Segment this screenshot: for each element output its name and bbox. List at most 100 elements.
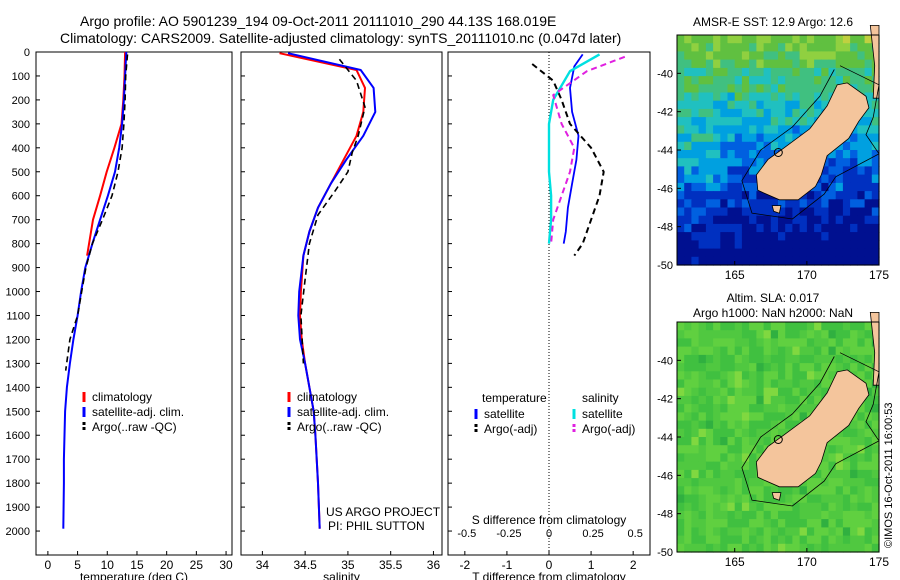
map-cell	[727, 76, 736, 85]
map-cell	[734, 469, 743, 479]
map-cell	[871, 191, 880, 200]
x-tick-label-top: 0.5	[628, 528, 643, 540]
map-cell	[835, 354, 844, 364]
map-cell	[749, 67, 757, 77]
map-cell	[763, 420, 772, 430]
legend-label: satellite-adj. clim.	[297, 405, 389, 419]
map-cell	[835, 67, 844, 77]
map-cell	[835, 461, 844, 471]
map-cell	[713, 43, 721, 52]
map-cell	[835, 174, 844, 184]
map-cell	[871, 199, 880, 209]
map-cell	[792, 43, 801, 52]
map-cell	[677, 108, 685, 118]
map-cell	[684, 461, 692, 471]
map-cell	[821, 232, 830, 241]
map-cell	[821, 510, 830, 520]
map-cell	[720, 43, 729, 52]
map-cell	[799, 223, 808, 233]
map-cell	[734, 141, 743, 151]
map-cell	[835, 158, 844, 167]
map-cell	[828, 486, 837, 496]
map-cell	[792, 543, 801, 553]
map-cell	[770, 420, 779, 430]
map-cell	[814, 59, 822, 69]
legend-label: Argo(..raw -QC)	[297, 420, 382, 434]
map-cell	[677, 223, 685, 233]
map-cell	[835, 199, 844, 209]
map-cell	[741, 395, 750, 405]
map-cell	[677, 461, 685, 471]
map-cell	[850, 207, 858, 217]
map-cell	[785, 346, 793, 356]
map-cell	[806, 387, 815, 397]
map-cell	[684, 84, 692, 94]
map-cell	[850, 174, 858, 184]
map-cell	[756, 395, 765, 405]
map-cell	[749, 232, 757, 241]
map-cell	[864, 117, 873, 126]
map-cell	[691, 371, 700, 381]
map-cell	[698, 158, 707, 167]
map-cell	[850, 141, 858, 151]
map-cell	[705, 338, 714, 348]
map-cell	[698, 256, 707, 266]
stewart-island-landmass	[771, 492, 782, 501]
map-cell	[842, 543, 851, 553]
map-cell	[698, 412, 707, 422]
map-cell	[850, 223, 858, 233]
map-cell	[720, 59, 729, 69]
x-tick-label-top: 0	[546, 528, 552, 540]
map-cell	[828, 322, 837, 331]
map-cell	[713, 494, 721, 504]
map-cell	[705, 199, 714, 209]
map-cell	[698, 248, 707, 258]
map-cell	[842, 223, 851, 233]
map-cell	[727, 322, 736, 331]
y-tick-label: 1700	[6, 454, 30, 466]
map-cell	[749, 215, 757, 225]
map-cell	[741, 330, 750, 339]
map-cell	[727, 494, 736, 504]
map-cell	[720, 248, 729, 258]
map-cell	[720, 240, 729, 250]
map-cell	[691, 510, 700, 520]
map-cell	[828, 248, 837, 258]
map-cell	[821, 67, 830, 77]
x-axis-label: salinity	[323, 570, 360, 580]
map-cell	[785, 67, 793, 77]
map-cell	[799, 404, 808, 413]
map-cell	[684, 338, 692, 348]
map-cell	[684, 371, 692, 381]
map-cell	[864, 510, 873, 520]
map-cell	[785, 256, 793, 266]
map-cell	[698, 543, 707, 553]
map-cell	[857, 543, 866, 553]
map-cell	[741, 437, 750, 446]
map-cell	[756, 404, 765, 413]
map-cell	[734, 428, 743, 438]
map-cell	[835, 453, 844, 463]
map-cell	[763, 535, 772, 545]
map-cell	[842, 322, 851, 331]
map-cell	[698, 108, 707, 118]
map-cell	[756, 108, 765, 118]
map-cell	[799, 35, 808, 44]
map-cell	[734, 453, 743, 463]
map-cell	[806, 404, 815, 413]
map-cell	[828, 158, 837, 167]
map-y-tick-label: -42	[657, 107, 673, 119]
map-cell	[814, 502, 822, 512]
map-cell	[727, 412, 736, 422]
map-cell	[778, 84, 786, 94]
map-cell	[806, 59, 815, 69]
map-cell	[806, 92, 815, 102]
map-cell	[727, 51, 736, 61]
map-cell	[850, 182, 858, 192]
map-cell	[698, 117, 707, 126]
map-cell	[857, 486, 866, 496]
x-tick-label: 34.5	[293, 558, 317, 572]
map-cell	[734, 100, 743, 110]
map-cell	[821, 174, 830, 184]
